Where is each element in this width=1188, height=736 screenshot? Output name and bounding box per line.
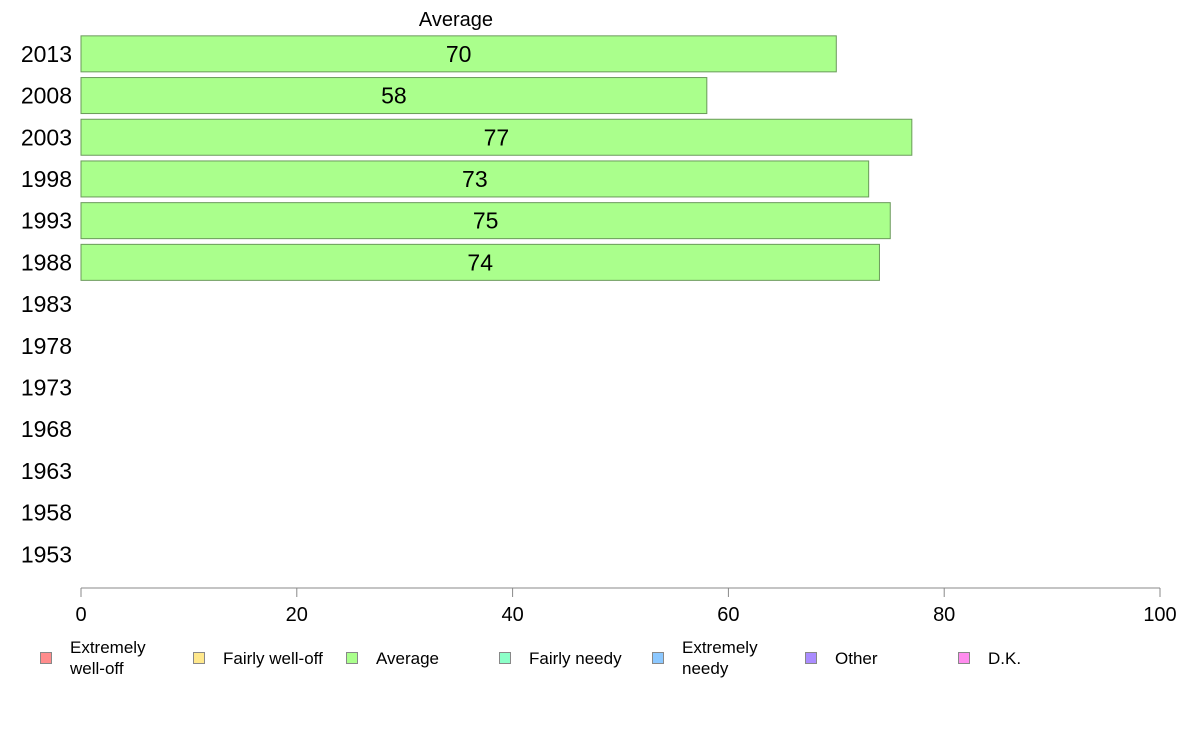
legend-label: Extremely needy [682,638,758,678]
y-tick-label: 2008 [21,83,72,109]
legend-swatch [805,652,817,664]
legend-swatch [958,652,970,664]
x-tick-label: 80 [933,604,955,626]
bar-value-label: 58 [381,83,407,109]
x-tick-label: 100 [1143,604,1176,626]
y-tick-label: 1973 [21,374,72,400]
bar-value-label: 75 [473,208,499,234]
legend-swatch [652,652,664,664]
legend-item-dk: D.K. [958,636,1021,680]
y-tick-label: 2013 [21,41,72,67]
legend-item-extremely-needy: Extremely needy [652,636,758,680]
y-tick-label: 1998 [21,166,72,192]
bar [80,35,837,73]
x-tick-label: 20 [286,604,308,626]
legend-item-average: Average [346,636,439,680]
bar-value-label: 74 [467,249,493,275]
legend-label: Fairly needy [529,648,622,668]
legend-swatch [193,652,205,664]
bar-value-label: 77 [484,124,510,150]
y-tick-label: 1988 [21,249,72,275]
chart-title: Average [419,9,493,31]
y-tick-label: 1993 [21,208,72,234]
legend: Extremely well-off Fairly well-off Avera… [0,636,1188,686]
legend-label: D.K. [988,648,1022,668]
y-tick-label: 1953 [21,541,72,567]
y-tick-label: 1983 [21,291,72,317]
y-tick-label: 1968 [21,416,72,442]
x-tick-label: 60 [717,604,739,626]
bar [80,160,870,198]
y-tick-label: 1958 [21,500,72,526]
bar-chart: Average 70 58 77 73 75 74 2013 2008 2003 1998 199… [21,9,1177,626]
legend-label: Average [376,648,440,668]
legend-item-extremely-well-off: Extremely well-off [40,636,146,680]
bar [80,243,880,281]
legend-swatch [40,652,52,664]
bar-value-label: 70 [446,41,472,67]
bar [80,77,708,115]
bar-value-label: 73 [462,166,488,192]
y-tick-label: 1978 [21,333,72,359]
legend-swatch [499,652,511,664]
y-tick-label: 2003 [21,124,72,150]
legend-item-other: Other [805,636,878,680]
legend-item-fairly-needy: Fairly needy [499,636,622,680]
x-tick-label: 0 [75,604,86,626]
legend-swatch [346,652,358,664]
legend-label: Extremely well-off [70,638,146,678]
legend-label: Other [835,648,878,668]
x-tick-label: 40 [501,604,523,626]
y-tick-label: 1963 [21,458,72,484]
legend-item-fairly-well-off: Fairly well-off [193,636,323,680]
bar [80,118,913,156]
bar [80,202,891,240]
legend-label: Fairly well-off [223,648,323,668]
